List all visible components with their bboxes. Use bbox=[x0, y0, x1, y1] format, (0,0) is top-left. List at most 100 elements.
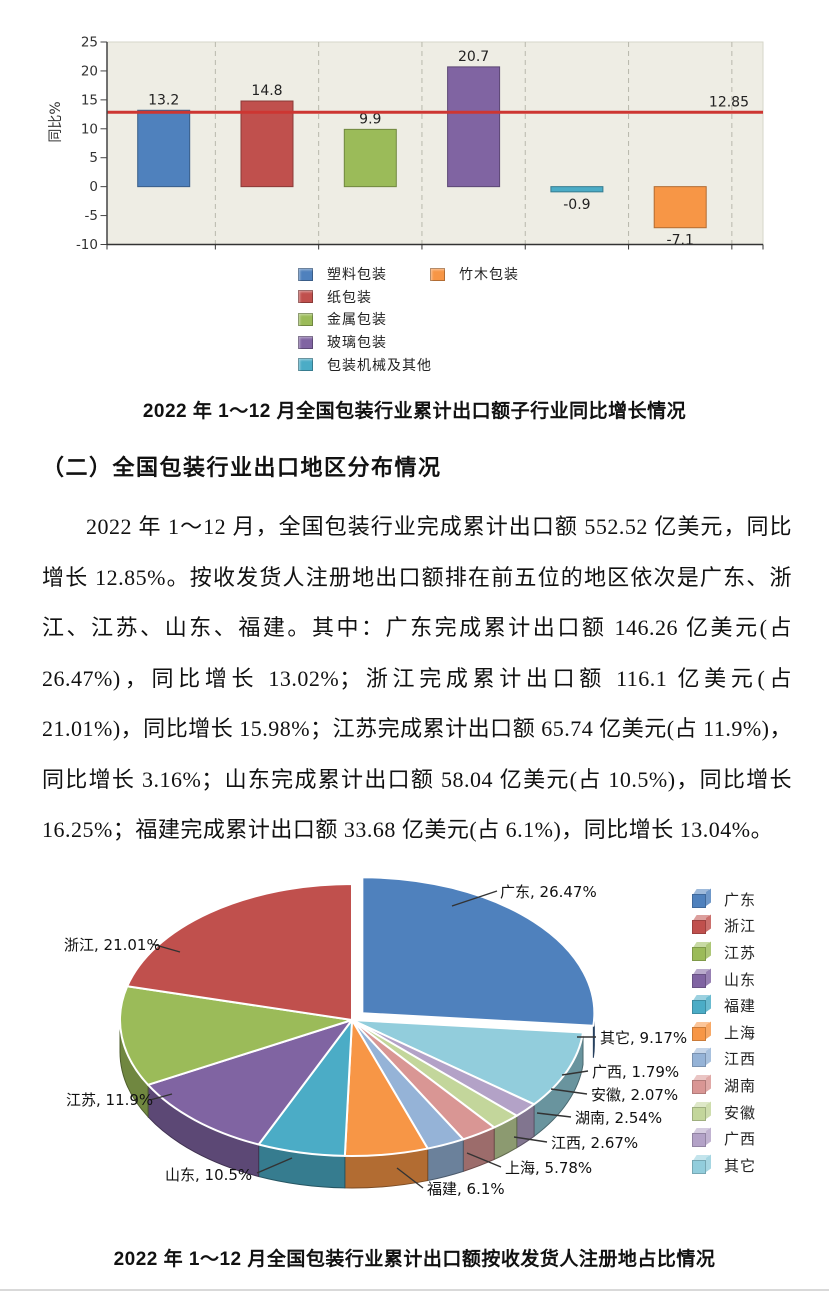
pie-slice-label: 广东, 26.47% bbox=[500, 883, 597, 901]
pie-slice bbox=[351, 1019, 585, 1106]
y-tick-label: 5 bbox=[89, 150, 98, 166]
pie-slice-label: 其它, 9.17% bbox=[600, 1029, 687, 1047]
legend-label: 湖南 bbox=[724, 1077, 757, 1095]
pie-slice-label: 上海, 5.78% bbox=[505, 1159, 592, 1177]
legend-label: 塑料包装 bbox=[327, 266, 387, 283]
legend-item: 其它 bbox=[692, 1152, 756, 1179]
bar-value-label: 9.9 bbox=[359, 111, 381, 127]
pie-slice-label: 湖南, 2.54% bbox=[575, 1109, 662, 1127]
bar bbox=[240, 100, 294, 188]
section-heading: （二）全国包装行业出口地区分布情况 bbox=[42, 455, 442, 480]
legend-cube-swatch bbox=[692, 1127, 712, 1149]
legend-item: 塑料包装 bbox=[298, 263, 432, 286]
legend-item: 江苏 bbox=[692, 939, 756, 966]
legend-label: 包装机械及其他 bbox=[327, 356, 432, 373]
bar bbox=[550, 186, 604, 193]
legend-label: 纸包装 bbox=[327, 288, 372, 305]
pie-leader-line bbox=[451, 890, 498, 907]
bar bbox=[447, 66, 501, 188]
legend-item: 金属包装 bbox=[298, 308, 432, 331]
pie-leader-line bbox=[561, 1070, 589, 1076]
legend-item: 福建 bbox=[692, 992, 756, 1019]
legend-item: 竹木包装 bbox=[430, 263, 519, 286]
legend-swatch bbox=[298, 335, 313, 349]
bar-legend-column-1: 塑料包装纸包装金属包装玻璃包装包装机械及其他 bbox=[298, 263, 432, 376]
pie-leader-line bbox=[550, 1088, 588, 1095]
bar-chart: 13.2 14.8 9.9 20.7 -0.9 -7.1 12.85 25 20 15 10 5 0 -5… bbox=[48, 35, 764, 253]
bar bbox=[343, 128, 397, 188]
bar bbox=[653, 186, 707, 229]
pie-slice-label: 福建, 6.1% bbox=[427, 1180, 505, 1198]
legend-label: 安徽 bbox=[724, 1104, 757, 1122]
pie-slice bbox=[147, 1019, 353, 1146]
bar-value-label: -7.1 bbox=[667, 233, 694, 249]
bar-chart-caption: 2022 年 1～12 月全国包装行业累计出口额子行业同比增长情况 bbox=[142, 401, 687, 422]
y-tick-label: 15 bbox=[81, 92, 98, 108]
legend-item: 广西 bbox=[692, 1125, 756, 1152]
pie-leader-line bbox=[513, 1136, 548, 1143]
legend-label: 江苏 bbox=[724, 944, 757, 962]
y-tick-label: -5 bbox=[85, 208, 98, 224]
page-bottom-divider bbox=[0, 1289, 829, 1291]
legend-item: 湖南 bbox=[692, 1072, 756, 1099]
y-tick-label: 0 bbox=[89, 179, 98, 195]
pie-slice bbox=[119, 985, 353, 1086]
pie-leader-line bbox=[256, 1157, 293, 1174]
legend-label: 其它 bbox=[724, 1157, 757, 1175]
legend-cube-swatch bbox=[692, 941, 712, 963]
legend-label: 广东 bbox=[724, 891, 757, 909]
y-tick-label: 10 bbox=[81, 121, 98, 137]
legend-cube-swatch bbox=[692, 1101, 712, 1123]
legend-cube-swatch bbox=[692, 914, 712, 936]
legend-item: 纸包装 bbox=[298, 286, 432, 309]
pie-leader-line bbox=[536, 1112, 572, 1118]
legend-label: 福建 bbox=[724, 998, 757, 1016]
pie-slice-label: 浙江, 21.01% bbox=[64, 936, 161, 954]
bar-value-label: 14.8 bbox=[251, 83, 282, 99]
legend-swatch bbox=[430, 267, 445, 281]
legend-swatch bbox=[298, 358, 313, 372]
pie-chart: 广东, 26.47% 其它, 9.17% 广西, 1.79% 安徽, 2.07% 湖南,… bbox=[64, 876, 687, 1198]
legend-swatch bbox=[298, 312, 313, 326]
pie-slice-label: 山东, 10.5% bbox=[165, 1166, 252, 1184]
pie-slice-label: 安徽, 2.07% bbox=[591, 1086, 678, 1104]
legend-label: 上海 bbox=[724, 1024, 757, 1042]
legend-cube-swatch bbox=[692, 1047, 712, 1069]
legend-item: 玻璃包装 bbox=[298, 331, 432, 354]
bar-value-label: -0.9 bbox=[563, 197, 590, 213]
legend-label: 山东 bbox=[724, 971, 757, 989]
legend-item: 广东 bbox=[692, 886, 756, 913]
legend-label: 金属包装 bbox=[327, 311, 387, 328]
legend-cube-swatch bbox=[692, 994, 712, 1016]
body-paragraph: 2022 年 1～12 月，全国包装行业完成累计出口额 552.52 亿美元，同… bbox=[42, 514, 792, 842]
legend-item: 上海 bbox=[692, 1019, 756, 1046]
legend-label: 江西 bbox=[724, 1051, 757, 1069]
pie-leader-line bbox=[151, 943, 181, 953]
y-tick-label: 25 bbox=[81, 35, 98, 51]
y-tick-label: 20 bbox=[81, 63, 98, 79]
legend-cube-swatch bbox=[692, 968, 712, 990]
pie-leader-line bbox=[149, 1093, 173, 1101]
legend-cube-swatch bbox=[692, 888, 712, 910]
bar bbox=[137, 109, 191, 188]
bar-legend-column-2: 竹木包装 bbox=[430, 263, 519, 286]
pie-slice bbox=[361, 876, 596, 1027]
legend-item: 安徽 bbox=[692, 1099, 756, 1126]
legend-cube-swatch bbox=[692, 1074, 712, 1096]
y-axis-label: 同比% bbox=[48, 101, 64, 142]
bar-value-label: 20.7 bbox=[458, 49, 489, 65]
pie-chart-caption: 2022 年 1～12 月全国包装行业累计出口额按收发货人注册地占比情况 bbox=[113, 1249, 716, 1270]
pie-slice-label: 江苏, 11.9% bbox=[66, 1091, 153, 1109]
legend-swatch bbox=[298, 267, 313, 281]
reference-line-label: 12.85 bbox=[709, 94, 749, 110]
plot-area bbox=[106, 41, 764, 245]
y-tick-label: -10 bbox=[76, 237, 98, 253]
legend-swatch bbox=[298, 290, 313, 304]
legend-item: 山东 bbox=[692, 966, 756, 993]
legend-cube-swatch bbox=[692, 1154, 712, 1176]
legend-cube-swatch bbox=[692, 1021, 712, 1043]
legend-label: 广西 bbox=[724, 1131, 757, 1149]
pie-slice bbox=[126, 883, 353, 1021]
legend-label: 玻璃包装 bbox=[327, 334, 387, 351]
